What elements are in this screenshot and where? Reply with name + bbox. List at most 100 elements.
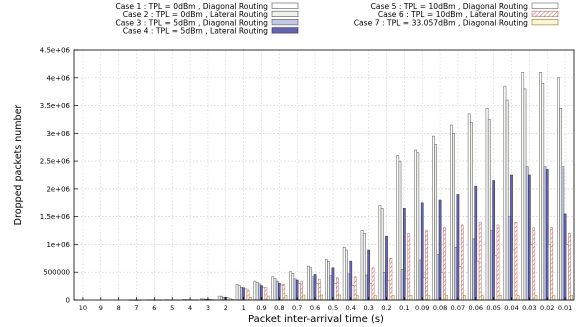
bar <box>255 281 259 301</box>
legend-label: Case 3 : TPL = 5dBm , Diagonal Routing <box>115 18 268 27</box>
bar <box>498 295 502 301</box>
bar <box>335 277 339 301</box>
bar <box>362 233 366 301</box>
legend-swatch <box>271 10 299 17</box>
y-tick-labels: 0 500000 1e+06 1.5e+06 2e+06 2.5e+06 3e+06 3.5e… <box>40 47 78 305</box>
bar <box>440 271 444 301</box>
y-tick-label: 2e+06 <box>46 185 70 193</box>
bar <box>557 77 560 301</box>
bar <box>454 246 458 301</box>
bar <box>391 295 395 301</box>
x-tick-label: 0.09 <box>415 304 429 312</box>
plot-area: 0 500000 1e+06 1.5e+06 2e+06 2.5e+06 3e+06 3.5e… <box>40 47 575 312</box>
bar <box>367 249 370 301</box>
bar <box>237 285 241 301</box>
x-tick-label: 0.03 <box>522 304 536 312</box>
bar <box>387 280 391 301</box>
legend-label: Case 4 : TPL = 5dBm , Lateral Routing <box>123 27 268 36</box>
bar <box>445 295 449 301</box>
x-tick-label: 0.05 <box>486 304 500 312</box>
bar <box>423 277 426 301</box>
x-tick-labels: 10 9 8 7 6 5 4 3 2 1 0.9 0.8 0.7 0.6 0.5 0.4 0.3 0.2 0.1 0.… <box>79 297 572 312</box>
bar <box>333 283 337 301</box>
bar <box>416 152 420 301</box>
bar <box>458 266 462 301</box>
x-tick-label: 10 <box>79 304 87 312</box>
bar <box>318 279 321 301</box>
bar <box>432 135 435 301</box>
bar <box>460 224 464 301</box>
bar <box>472 238 475 301</box>
bar <box>570 295 574 301</box>
bar <box>541 83 545 301</box>
bar <box>418 259 422 301</box>
bar <box>347 273 350 301</box>
y-tick-label: 4.5e+06 <box>40 47 71 55</box>
x-tick-label: 7 <box>134 304 138 312</box>
bar <box>530 244 533 301</box>
legend-swatch <box>271 27 299 34</box>
bar <box>353 276 357 301</box>
legend: Case 1 : TPL = 0dBm , Diagonal RoutingCa… <box>115 2 559 36</box>
x-tick-label: 0.07 <box>451 304 465 312</box>
bar <box>307 265 310 301</box>
bar <box>548 244 551 301</box>
x-tick-label: 5 <box>170 304 174 312</box>
bar <box>474 185 478 301</box>
x-tick-label: 0.7 <box>292 304 302 312</box>
y-tick-label: 4e+06 <box>46 74 70 82</box>
bar <box>539 71 542 301</box>
bar <box>470 121 473 301</box>
legend-swatch <box>531 10 559 17</box>
bar <box>568 233 571 301</box>
bar <box>342 246 346 301</box>
bar <box>262 286 266 301</box>
bar <box>220 295 223 301</box>
bar <box>516 295 520 301</box>
legend-swatch <box>531 2 559 9</box>
bar <box>496 224 500 301</box>
bar <box>528 174 531 301</box>
bar <box>505 99 509 301</box>
x-tick-label: 1 <box>242 304 246 312</box>
bars <box>128 71 574 301</box>
bar <box>271 276 275 301</box>
bar <box>338 294 341 301</box>
bar <box>490 230 493 301</box>
bar <box>345 249 348 301</box>
x-tick-label: 0.2 <box>381 304 391 312</box>
bar <box>273 278 277 301</box>
bar <box>481 295 484 301</box>
bar <box>356 295 359 301</box>
bar <box>302 294 306 301</box>
bar <box>320 294 324 301</box>
bar <box>266 295 270 301</box>
legend-swatch <box>531 19 559 26</box>
bar <box>523 88 527 301</box>
y-tick-label: 500000 <box>43 269 70 277</box>
x-tick-label: 0.1 <box>399 304 409 312</box>
bar <box>365 274 368 301</box>
bar <box>298 283 301 301</box>
bar <box>235 284 239 301</box>
x-tick-label: 0.01 <box>558 304 572 312</box>
bar <box>329 275 333 301</box>
bar <box>309 267 313 301</box>
x-tick-label: 0.6 <box>310 304 320 312</box>
legend-swatch <box>271 19 299 26</box>
bar <box>369 283 373 301</box>
bar <box>543 166 547 301</box>
bar <box>487 119 491 301</box>
bar <box>534 295 538 301</box>
bar <box>438 199 442 301</box>
bar <box>217 295 221 301</box>
bar <box>427 295 431 301</box>
bar <box>452 133 455 301</box>
bar <box>257 283 261 301</box>
x-tick-label: 9 <box>99 304 103 312</box>
x-tick-label: 3 <box>206 304 210 312</box>
y-tick-label: 0 <box>66 297 70 305</box>
bar <box>503 85 507 301</box>
bar <box>400 269 404 301</box>
bar <box>407 233 411 301</box>
